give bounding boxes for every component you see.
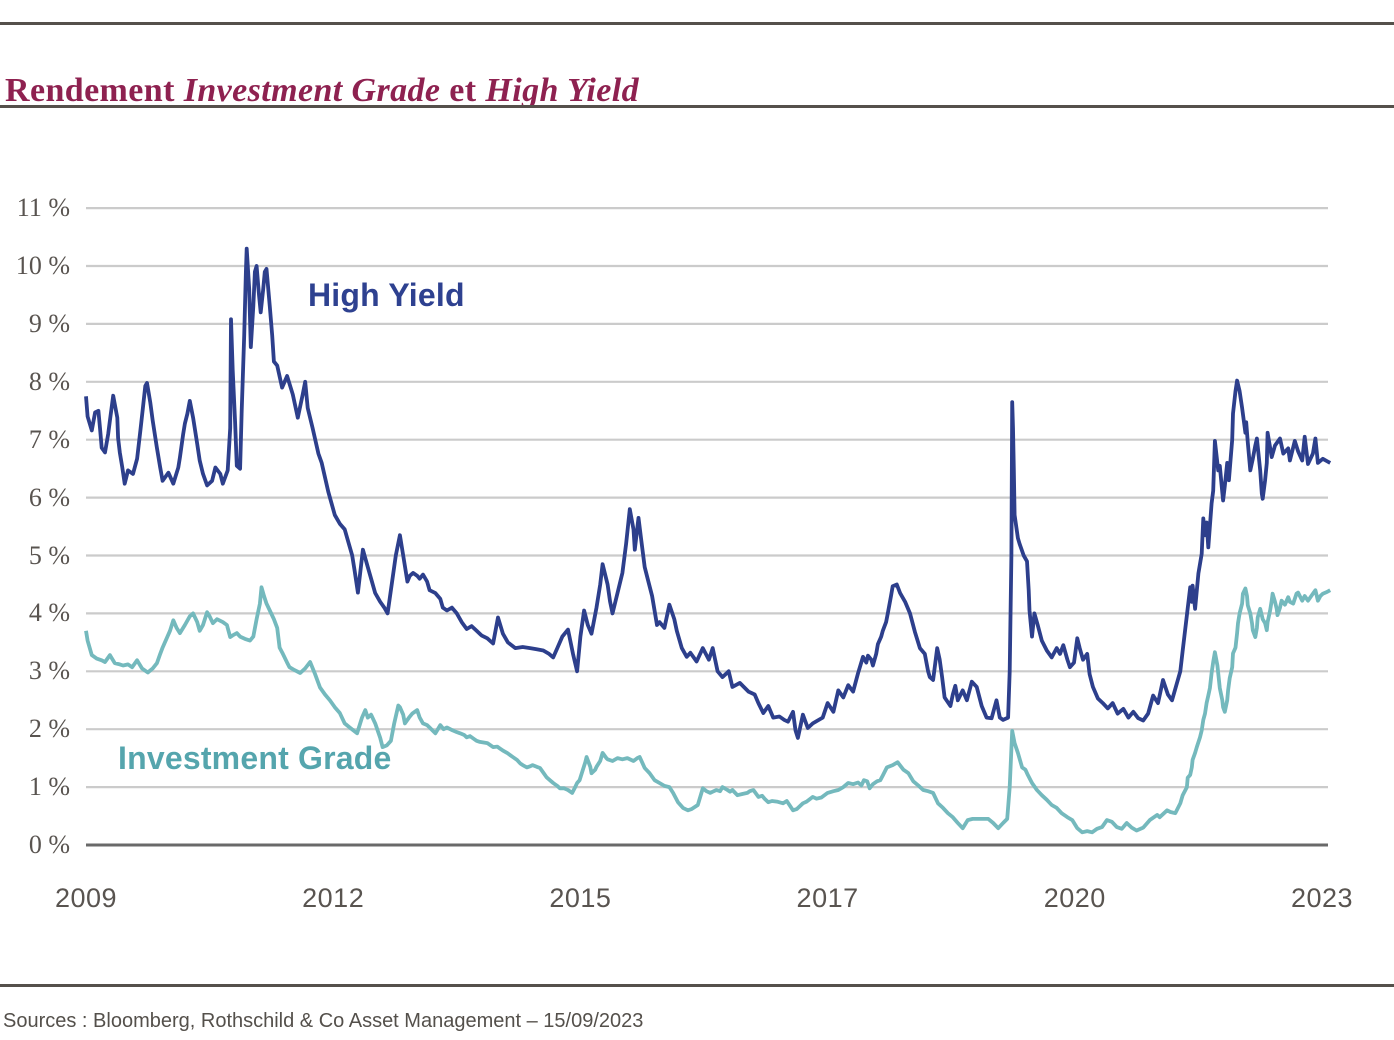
y-axis-label: 8 % [28, 366, 70, 396]
x-axis-label: 2020 [1043, 883, 1106, 913]
page-title: Rendement Investment Grade et High Yield [5, 72, 639, 110]
y-axis-label: 7 % [28, 424, 70, 454]
y-axis-label: 6 % [28, 482, 70, 512]
x-axis-label: 2012 [302, 883, 365, 913]
series-line-high-yield [84, 246, 1332, 740]
y-axis-label: 0 % [28, 830, 70, 859]
title-part-italic-investment-grade: Investment Grade [183, 71, 441, 109]
legend-label-high-yield: High Yield [308, 277, 465, 313]
title-part-regular: Rendement [5, 71, 175, 109]
y-axis-label: 2 % [28, 714, 70, 744]
x-axis-label: 2017 [796, 883, 859, 913]
title-part-regular-et: et [449, 71, 477, 109]
y-axis-label: 9 % [28, 308, 70, 338]
y-axis-label: 3 % [28, 656, 70, 686]
x-axis-label: 2023 [1290, 883, 1354, 913]
y-axis-label: 1 % [28, 772, 70, 802]
title-part-italic-high-yield: High Yield [485, 71, 639, 109]
y-axis-label: 11 % [16, 193, 70, 223]
x-axis-label: 2009 [54, 883, 118, 913]
legend-label-investment-grade: Investment Grade [118, 740, 392, 776]
top-divider-rule [0, 22, 1394, 25]
x-axis-label: 2015 [549, 883, 612, 913]
source-attribution: Sources : Bloomberg, Rothschild & Co Ass… [3, 1010, 644, 1032]
title-bottom-divider-rule [0, 105, 1394, 108]
y-axis-label: 5 % [28, 540, 70, 570]
bottom-divider-rule [0, 984, 1394, 987]
y-axis-label: 4 % [28, 598, 70, 628]
y-axis-label: 10 % [15, 251, 70, 280]
series-line-investment-grade [84, 585, 1332, 835]
